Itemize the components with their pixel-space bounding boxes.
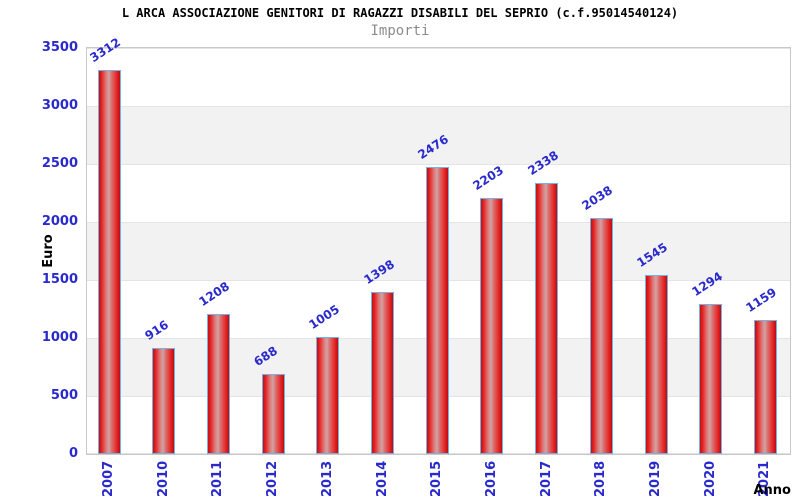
x-tick-2017: 2017 — [538, 460, 554, 497]
y-tick-1000: 1000 — [41, 330, 78, 345]
x-axis-title: Anno — [753, 483, 791, 498]
x-tick-2016: 2016 — [483, 460, 499, 497]
bar-value-2011: 1208 — [196, 278, 233, 309]
x-tick-2007: 2007 — [101, 460, 116, 497]
bar-2010 — [152, 347, 176, 454]
bar-2007 — [97, 69, 121, 454]
x-tick-2015: 2015 — [429, 460, 445, 497]
gridline — [87, 164, 790, 165]
bar-2015 — [425, 166, 449, 454]
x-tick-2011: 2011 — [210, 460, 226, 497]
x-tick-2018: 2018 — [593, 460, 609, 497]
y-tick-3500: 3500 — [41, 40, 78, 55]
y-tick-0: 0 — [68, 446, 78, 461]
y-tick-2000: 2000 — [41, 214, 78, 229]
bar-2019 — [644, 274, 668, 454]
bar-2013 — [316, 337, 340, 454]
bar-2018 — [589, 217, 613, 454]
chart-subtitle: Importi — [370, 23, 430, 39]
bar-value-2013: 1005 — [306, 302, 342, 333]
y-tick-500: 500 — [50, 388, 78, 403]
bar-2017 — [535, 182, 559, 454]
bar-value-2007: 3312 — [87, 34, 124, 65]
y-tick-2500: 2500 — [41, 156, 78, 171]
x-tick-2020: 2020 — [702, 460, 718, 497]
plot-area: 3312 916 1208 688 1005 1398 2476 2203 2338 2038 15… — [86, 35, 791, 455]
bar-value-2021: 1159 — [743, 284, 780, 315]
bar-2020 — [699, 303, 723, 454]
plot-band — [87, 106, 790, 164]
x-tick-2012: 2012 — [265, 460, 281, 497]
y-axis-title: Euro — [41, 234, 56, 268]
bar-value-2018: 2038 — [579, 182, 616, 213]
y-tick-3000: 3000 — [41, 98, 78, 113]
bar-value-2016: 2203 — [470, 163, 506, 194]
bar-2012 — [261, 374, 285, 454]
x-tick-2019: 2019 — [648, 460, 663, 497]
bar-2014 — [371, 291, 394, 454]
x-tick-2014: 2014 — [374, 460, 390, 497]
gridline — [87, 106, 790, 107]
bar-2021 — [753, 319, 777, 454]
bar-2016 — [480, 198, 504, 454]
y-tick-1500: 1500 — [41, 272, 78, 287]
bar-2011 — [206, 313, 230, 454]
chart-title: L ARCA ASSOCIAZIONE GENITORI DI RAGAZZI … — [121, 6, 679, 20]
x-tick-2013: 2013 — [319, 460, 335, 497]
gridline — [87, 48, 790, 49]
x-tick-2010: 2010 — [155, 460, 171, 497]
